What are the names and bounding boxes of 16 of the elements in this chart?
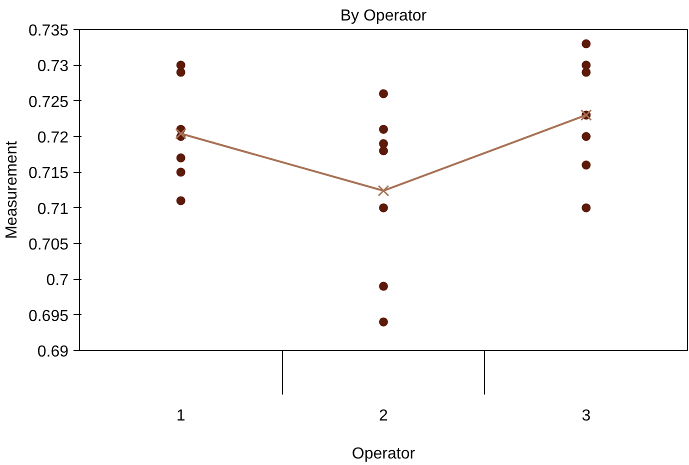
y-tick-label: 0.73 xyxy=(37,58,69,76)
y-tick-label: 0.71 xyxy=(37,200,69,218)
y-tick-label: 0.715 xyxy=(28,165,69,182)
y-tick-label: 0.7 xyxy=(46,272,69,290)
y-tick-label: 0.725 xyxy=(28,94,69,111)
y-axis-title: Measurement xyxy=(3,140,20,239)
chart-title: By Operator xyxy=(340,8,428,24)
x-tick-label: 2 xyxy=(379,408,388,424)
y-tick-label: 0.69 xyxy=(37,344,69,360)
x-tick-label: 3 xyxy=(582,408,591,424)
y-tick-label: 0.72 xyxy=(37,130,69,146)
x-tick-label: 1 xyxy=(176,408,186,424)
x-axis-title: Operator xyxy=(352,446,416,462)
y-tick-label: 0.695 xyxy=(28,308,69,325)
y-tick-label: 0.705 xyxy=(28,236,69,254)
y-tick-label: 0.735 xyxy=(28,22,69,40)
